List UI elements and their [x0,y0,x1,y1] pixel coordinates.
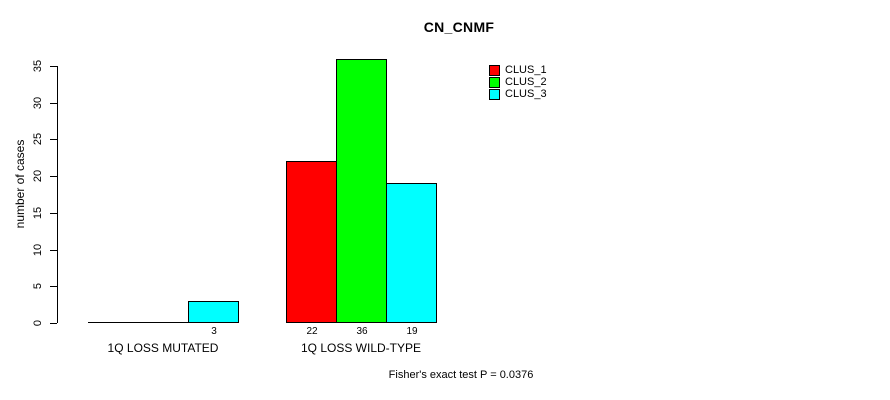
bar-value-label: 19 [406,326,418,337]
legend-label: CLUS_3 [505,88,547,100]
stat-annotation: Fisher's exact test P = 0.0376 [388,369,534,381]
y-tick [50,66,57,67]
bar-zero-height [88,322,139,323]
y-tick [50,213,57,214]
category-label: 1Q LOSS MUTATED [107,341,219,355]
legend-swatch [489,64,500,76]
legend-item: CLUS_1 [489,64,547,76]
chart-title: CN_CNMF [423,19,495,35]
legend-swatch [489,88,500,100]
y-tick [50,176,57,177]
bar-value-label: 22 [306,326,318,337]
y-tick [50,250,57,251]
bar [386,183,437,323]
legend-label: CLUS_2 [505,76,547,88]
y-tick [50,286,57,287]
bar-value-label: 36 [356,326,368,337]
y-tick [50,103,57,104]
bar-zero-height [138,322,189,323]
bar-value-label: 3 [211,326,217,337]
y-axis-line [57,66,58,323]
legend-swatch [489,76,500,88]
legend-item: CLUS_3 [489,88,547,100]
bar [336,59,387,323]
y-tick [50,139,57,140]
bar [188,301,239,323]
legend-item: CLUS_2 [489,76,547,88]
legend-label: CLUS_1 [505,64,547,76]
category-label: 1Q LOSS WILD-TYPE [300,341,422,355]
y-tick [50,323,57,324]
